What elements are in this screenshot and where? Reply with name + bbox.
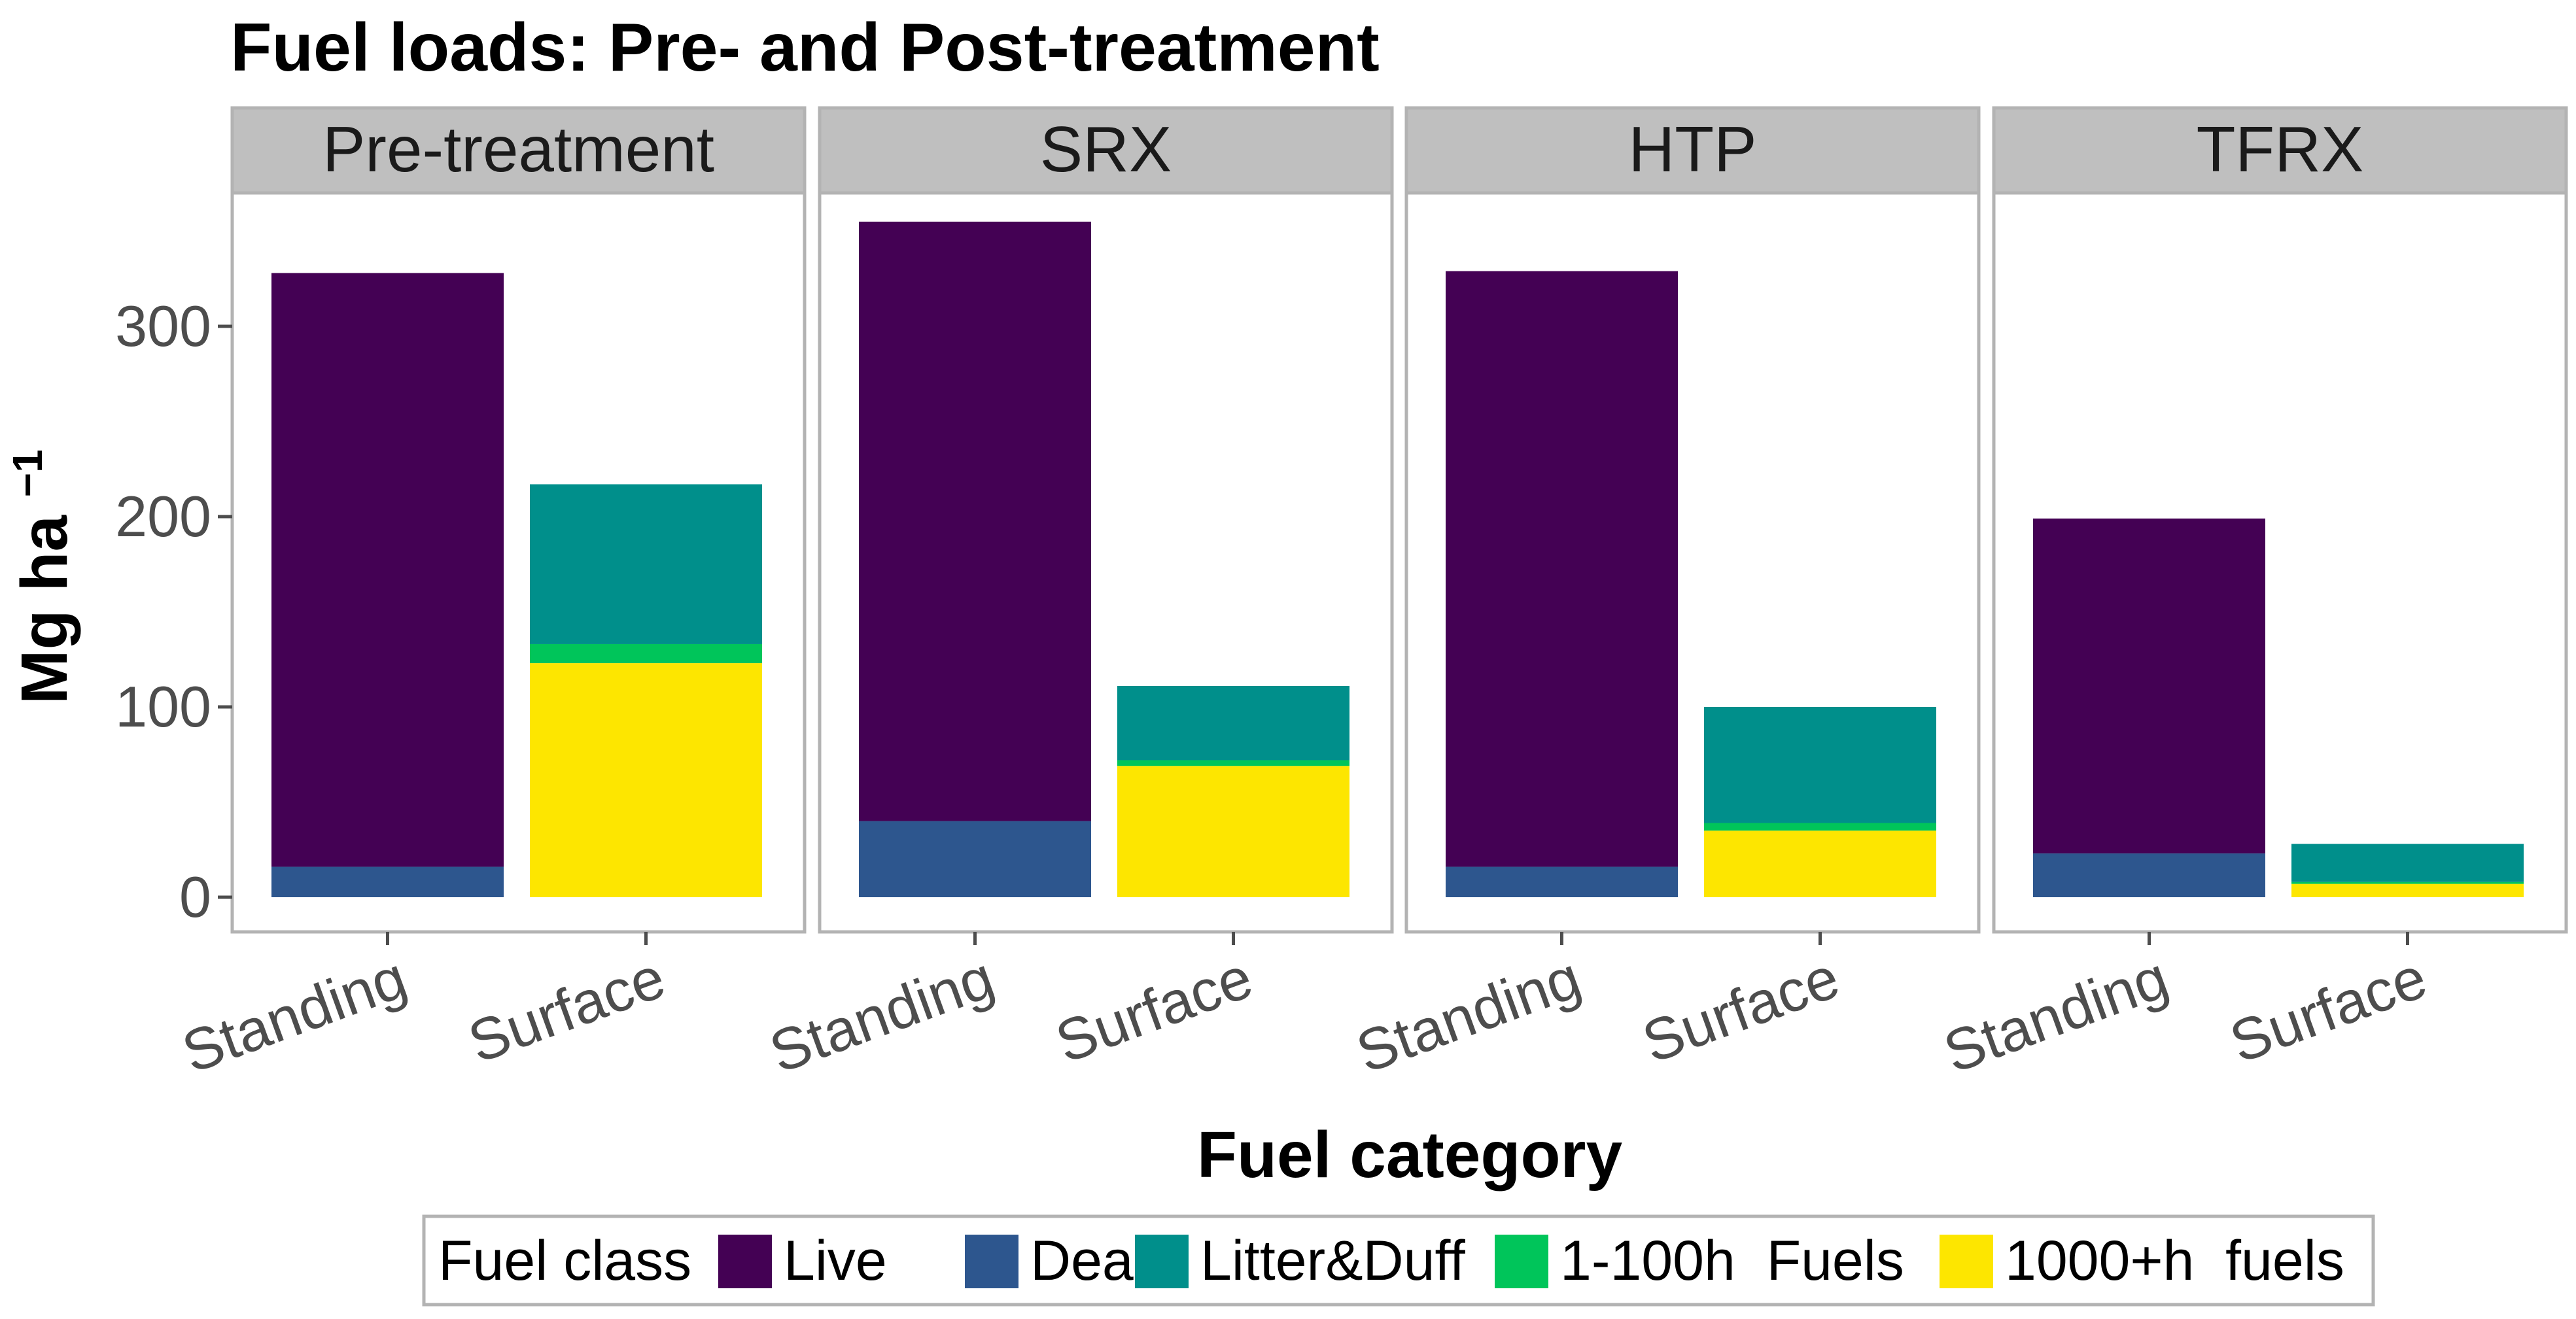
bar-srx-surface-1-100h-fuels [1117,760,1349,766]
panel-border [230,191,807,934]
legend: Fuel class Live Dead Litter&Duff 1-100h Fuel… [422,1214,2375,1307]
bar-tfrx-surface-1-100h-fuels [2291,882,2524,884]
bar-pre-treatment-standing-live [271,273,504,867]
legend-swatch-1-100h-fuels [1495,1235,1548,1288]
panel-tfrx: TFRX Standing Surface [1936,106,2568,1086]
facet-strip-label: HTP [1629,113,1757,185]
bar-tfrx-surface-1000-h-fuels [2291,883,2524,897]
x-tick-label: Surface [1048,945,1261,1076]
y-axis: 0 100 200 300 [115,294,232,929]
legend-box [422,1214,2375,1307]
bar-pre-treatment-surface-1000-h-fuels [530,663,762,897]
y-tick-label: 300 [115,294,211,358]
y-axis-title: Mg ha −1 [4,449,81,704]
legend-swatch-dead [965,1235,1018,1288]
y-tick-label: 200 [115,484,211,549]
x-tick-label: Standing [1348,945,1589,1086]
x-tick-label: Standing [174,945,415,1086]
bar-pre-treatment-surface-1-100h-fuels [530,643,762,664]
x-tick-label: Surface [461,945,674,1076]
bar-pre-treatment-surface-litter-duff [530,484,762,644]
x-tick-label: Surface [1635,945,1848,1076]
bar-srx-standing-live [859,221,1091,821]
panel-border [1992,191,2568,934]
legend-swatch-live [718,1235,772,1288]
panel-border [1404,191,1981,934]
x-axis-title: Fuel category [1197,1118,1623,1191]
bar-htp-standing-dead [1446,866,1678,897]
bar-srx-standing-dead [859,821,1091,897]
legend-swatch-litter-duff [1135,1235,1189,1288]
bar-htp-surface-1-100h-fuels [1704,823,1936,831]
legend-swatch-1000-h-fuels [1940,1235,1993,1288]
y-tick-label: 100 [115,674,211,739]
y-axis-title-superscript: −1 [4,449,51,497]
x-tick-label: Standing [761,945,1002,1086]
facet-strip-label: SRX [1040,113,1172,185]
facet-strip-label: Pre-treatment [322,113,714,185]
facet-strip-label: TFRX [2197,113,2364,185]
facet-strip [230,106,807,195]
legend-label-1000-h-fuels: 1000+h fuels [2005,1229,2344,1292]
legend-title: Fuel class [438,1229,691,1292]
panel-border [818,191,1394,934]
x-tick-label: Surface [2222,945,2435,1076]
facet-strip [818,106,1394,195]
bar-htp-surface-1000-h-fuels [1704,831,1936,897]
bar-tfrx-standing-live [2033,518,2265,854]
bar-tfrx-standing-dead [2033,853,2265,897]
panel-pre-treatment: Pre-treatment Standing Surface [174,106,807,1086]
y-axis-title-main: Mg ha [8,515,81,704]
panel-srx: SRX Standing Surface [761,106,1394,1086]
bar-srx-surface-litter-duff [1117,685,1349,761]
y-tick-label: 0 [179,865,211,929]
chart-title: Fuel loads: Pre- and Post-treatment [230,10,1380,86]
bar-tfrx-surface-litter-duff [2291,844,2524,882]
facet-strip [1404,106,1981,195]
bar-htp-surface-litter-duff [1704,707,1936,823]
panel-htp: HTP Standing Surface [1348,106,1981,1086]
legend-label-live: Live [784,1229,887,1292]
legend-label-litter-duff: Litter&Duff [1200,1229,1466,1292]
legend-label-1-100h-fuels: 1-100h Fuels [1560,1229,1904,1292]
bar-srx-surface-1000-h-fuels [1117,766,1349,897]
bar-pre-treatment-standing-dead [271,866,504,897]
bar-htp-standing-live [1446,271,1678,867]
x-tick-label: Standing [1936,945,2176,1086]
facet-strip [1992,106,2568,195]
